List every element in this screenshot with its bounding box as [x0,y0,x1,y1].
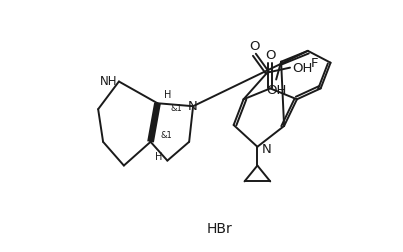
Text: O: O [249,40,260,53]
Text: OH: OH [293,62,313,75]
Text: N: N [188,99,198,112]
Text: OH: OH [266,84,287,97]
Text: H: H [155,151,162,161]
Text: N: N [262,143,271,156]
Text: HBr: HBr [207,221,233,235]
Text: &1: &1 [160,131,172,140]
Text: F: F [311,57,318,70]
Text: H: H [164,90,171,100]
Text: &1: &1 [170,103,182,112]
Text: NH: NH [100,75,118,88]
Text: O: O [265,49,276,62]
